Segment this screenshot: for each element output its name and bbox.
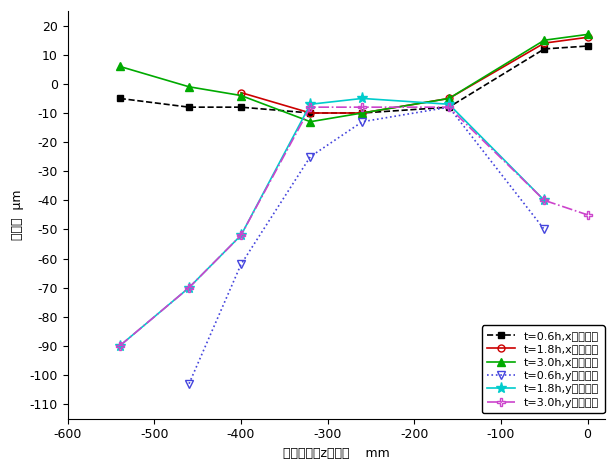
t=1.8h,x向偏移量 (359, 110, 366, 116)
t=0.6h,x向偏移量 (541, 46, 548, 52)
t=0.6h,x向偏移量 (116, 96, 123, 101)
t=3.0h,y向偏移量 (185, 285, 193, 291)
t=3.0h,y向偏移量 (359, 105, 366, 110)
t=0.6h,x向偏移量 (185, 105, 193, 110)
t=1.8h,x向偏移量 (445, 96, 453, 101)
Line: t=1.8h,y向偏移量: t=1.8h,y向偏移量 (114, 93, 550, 351)
t=0.6h,y向偏移量 (445, 105, 453, 110)
Legend: t=0.6h,x向偏移量, t=1.8h,x向偏移量, t=3.0h,x向偏移量, t=0.6h,y向偏移量, t=1.8h,y向偏移量, t=3.0h,y向偏: t=0.6h,x向偏移量, t=1.8h,x向偏移量, t=3.0h,x向偏移量… (482, 325, 605, 413)
t=3.0h,y向偏移量 (584, 212, 591, 218)
t=1.8h,y向偏移量 (237, 232, 245, 238)
t=1.8h,x向偏移量 (237, 90, 245, 96)
t=1.8h,y向偏移量 (359, 96, 366, 101)
t=3.0h,x向偏移量 (584, 32, 591, 37)
t=0.6h,y向偏移量 (541, 227, 548, 232)
t=3.0h,y向偏移量 (237, 232, 245, 238)
t=0.6h,x向偏移量 (237, 105, 245, 110)
t=1.8h,y向偏移量 (116, 343, 123, 349)
t=0.6h,y向偏移量 (307, 154, 314, 160)
t=1.8h,x向偏移量 (541, 41, 548, 46)
t=1.8h,y向偏移量 (445, 101, 453, 107)
t=1.8h,y向偏移量 (541, 197, 548, 203)
t=3.0h,y向偏移量 (445, 105, 453, 110)
t=3.0h,x向偏移量 (541, 37, 548, 43)
t=3.0h,x向偏移量 (307, 119, 314, 124)
t=1.8h,y向偏移量 (185, 285, 193, 291)
t=3.0h,x向偏移量 (116, 64, 123, 69)
Line: t=0.6h,y向偏移量: t=0.6h,y向偏移量 (185, 103, 548, 388)
t=0.6h,y向偏移量 (359, 119, 366, 124)
t=0.6h,x向偏移量 (445, 105, 453, 110)
t=0.6h,x向偏移量 (359, 110, 366, 116)
Line: t=3.0h,x向偏移量: t=3.0h,x向偏移量 (116, 30, 592, 126)
t=0.6h,x向偏移量 (584, 43, 591, 49)
t=0.6h,x向偏移量 (307, 110, 314, 116)
Line: t=3.0h,y向偏移量: t=3.0h,y向偏移量 (116, 103, 592, 350)
t=1.8h,y向偏移量 (307, 101, 314, 107)
t=3.0h,y向偏移量 (541, 197, 548, 203)
Y-axis label: 偏移量  μm: 偏移量 μm (11, 190, 24, 240)
t=0.6h,y向偏移量 (185, 381, 193, 387)
t=3.0h,x向偏移量 (359, 110, 366, 116)
Line: t=1.8h,x向偏移量: t=1.8h,x向偏移量 (238, 34, 591, 116)
Line: t=0.6h,x向偏移量: t=0.6h,x向偏移量 (116, 42, 591, 116)
t=1.8h,x向偏移量 (584, 34, 591, 40)
t=3.0h,x向偏移量 (445, 96, 453, 101)
t=3.0h,x向偏移量 (185, 84, 193, 89)
t=3.0h,y向偏移量 (116, 343, 123, 349)
t=3.0h,x向偏移量 (237, 93, 245, 98)
t=0.6h,y向偏移量 (237, 261, 245, 267)
X-axis label: 距主轴头的z向位置    mm: 距主轴头的z向位置 mm (283, 447, 390, 460)
t=1.8h,x向偏移量 (307, 110, 314, 116)
t=3.0h,y向偏移量 (307, 105, 314, 110)
